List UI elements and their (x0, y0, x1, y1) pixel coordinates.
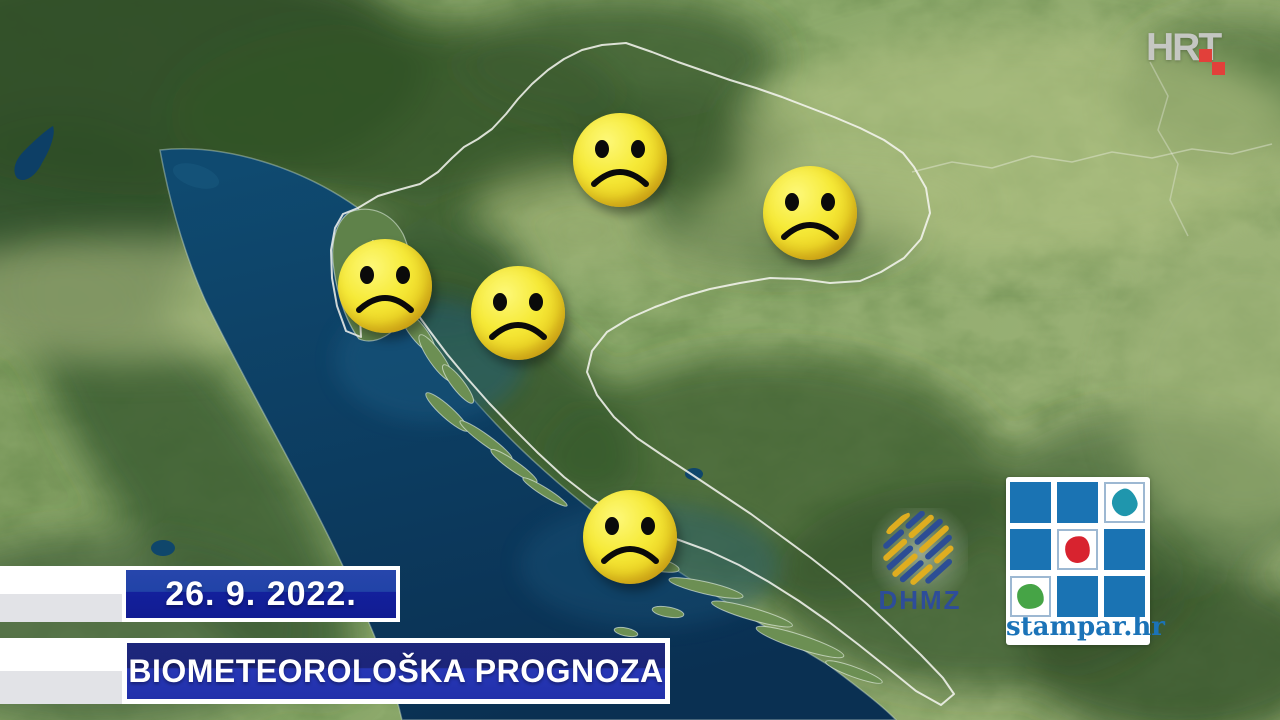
green-blob-icon (1015, 582, 1046, 611)
hrt-logo: HRT (1146, 28, 1246, 81)
stampar-cell-blue (1104, 529, 1145, 570)
sad-face-marker-slavonia (763, 166, 857, 260)
neighbour-borders (911, 61, 1273, 237)
stampar-cell-blue (1104, 576, 1145, 617)
stampar-cell-blue (1010, 529, 1051, 570)
stampar-cell-blue (1057, 576, 1098, 617)
lakes (14, 126, 703, 556)
date-banner: 26. 9. 2022. (122, 566, 400, 622)
stampar-cell-teal-blob (1104, 482, 1145, 523)
stampar-logo: stampar.hr (1006, 477, 1165, 645)
sad-face-icon (781, 193, 839, 240)
sad-face-icon (591, 140, 649, 187)
hrt-checker-square-icon (1199, 49, 1212, 62)
stampar-cell-green-blob (1010, 576, 1051, 617)
title-banner: BIOMETEOROLOŠKA PROGNOZA (122, 638, 670, 704)
title-banner-ribbon (0, 638, 127, 704)
dhmz-logo-text: DHMZ (878, 585, 962, 615)
sad-face-marker-istria (338, 239, 432, 333)
croatia-border-outline (330, 42, 955, 706)
stampar-cell-red-blob (1057, 529, 1098, 570)
sad-face-icon (356, 266, 414, 313)
stampar-grid-icon (1010, 482, 1145, 617)
sad-face-icon (601, 517, 659, 564)
stampar-logo-text: stampar.hr (1006, 612, 1165, 642)
sad-face-marker-dalmatia (583, 490, 677, 584)
date-banner-ribbon (0, 566, 127, 622)
title-label: BIOMETEOROLOŠKA PROGNOZA (127, 643, 665, 699)
sad-face-marker-lika (471, 266, 565, 360)
map-plains-highlights (0, 30, 1280, 535)
red-blob-icon (1063, 534, 1092, 565)
dhmz-globe-icon (883, 510, 954, 585)
stampar-cell-blue (1057, 482, 1098, 523)
stampar-cell-blue (1010, 482, 1051, 523)
sad-face-icon (489, 293, 547, 340)
dhmz-logo: DHMZ (872, 508, 968, 616)
date-label: 26. 9. 2022. (126, 570, 396, 618)
sad-face-marker-central-croatia (573, 113, 667, 207)
teal-blob-icon (1108, 485, 1141, 520)
hrt-checker-square-icon (1212, 62, 1225, 75)
